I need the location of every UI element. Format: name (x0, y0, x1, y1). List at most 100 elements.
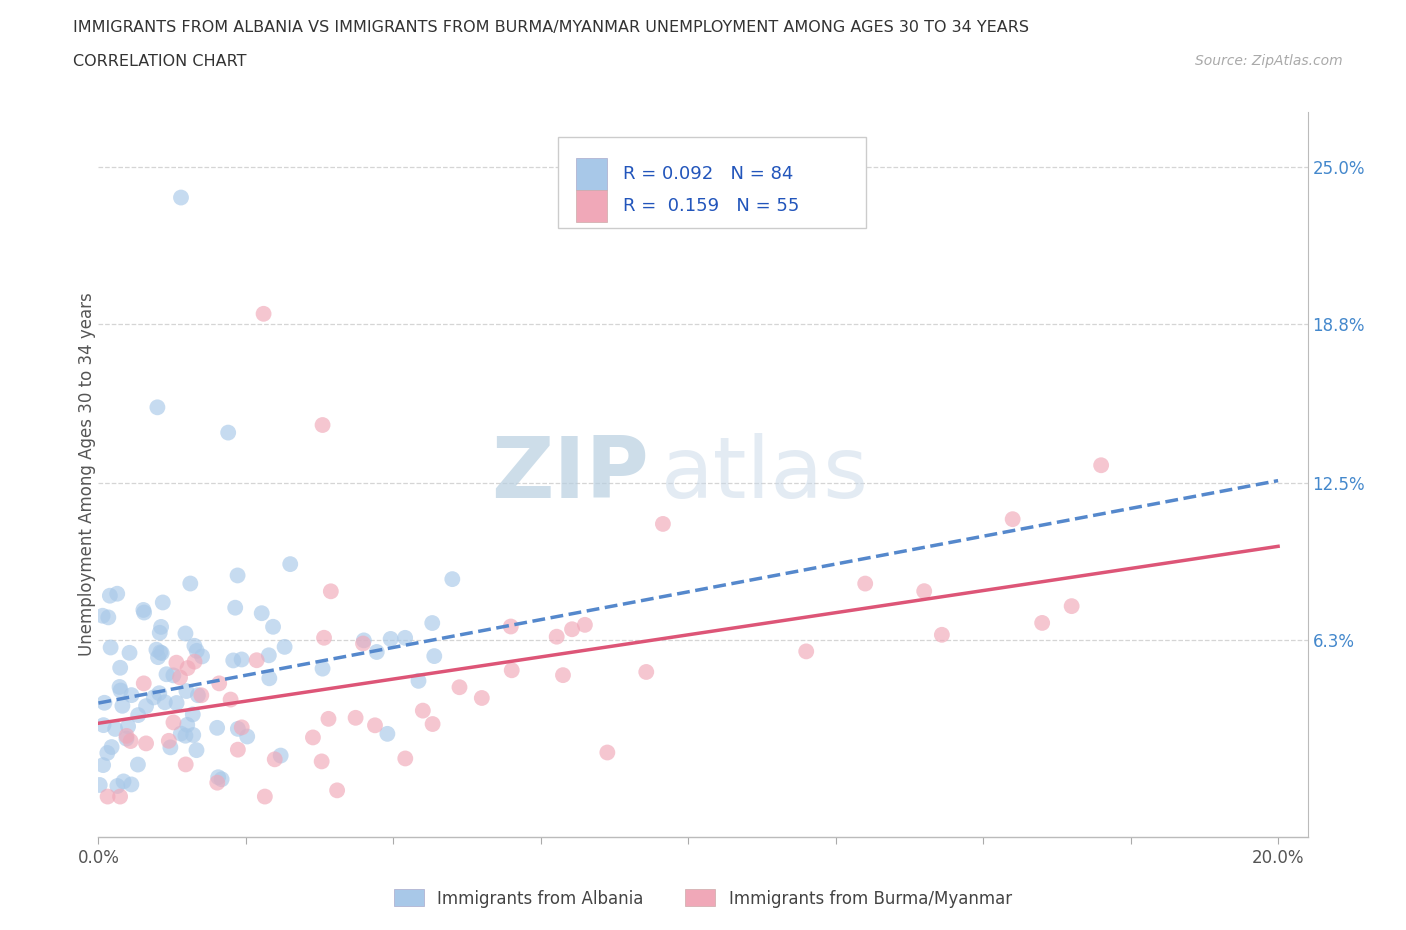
Point (120, 734, 142, 749)
Point (311, 418, 333, 432)
Point (326, 783, 349, 798)
FancyBboxPatch shape (558, 137, 866, 228)
Point (319, 584, 342, 599)
Legend: Immigrants from Albania, Immigrants from Burma/Myanmar: Immigrants from Albania, Immigrants from… (388, 883, 1018, 914)
Point (574, 618, 596, 632)
Point (186, 743, 208, 758)
Point (181, 727, 204, 742)
Point (441, 572, 464, 587)
Point (219, 692, 242, 707)
Point (1001, 512, 1024, 526)
Text: ZIP: ZIP (491, 432, 648, 516)
Point (162, 668, 184, 683)
Point (311, 661, 333, 676)
Point (100, 739, 122, 754)
Point (422, 717, 444, 732)
Point (132, 603, 155, 618)
Point (794, 644, 817, 658)
Point (155, 667, 177, 682)
Point (420, 616, 443, 631)
Point (150, 619, 173, 634)
Point (105, 586, 128, 601)
Point (96, 746, 118, 761)
Point (120, 777, 142, 791)
Point (118, 645, 141, 660)
Point (148, 685, 170, 700)
Point (318, 711, 340, 726)
Point (165, 656, 187, 671)
Point (412, 703, 434, 718)
Point (366, 644, 388, 659)
Point (551, 668, 574, 683)
Point (207, 776, 229, 790)
Point (250, 605, 273, 620)
Text: R =  0.159   N = 55: R = 0.159 N = 55 (623, 196, 800, 215)
Point (186, 644, 208, 658)
Point (278, 557, 301, 572)
Point (257, 648, 280, 663)
Point (183, 638, 205, 653)
Point (183, 654, 205, 669)
Point (302, 730, 325, 745)
Point (174, 757, 197, 772)
Point (224, 600, 246, 615)
Point (226, 742, 249, 757)
Point (1060, 599, 1083, 614)
Point (408, 673, 430, 688)
Point (100, 640, 122, 655)
Point (108, 660, 131, 675)
Point (1031, 616, 1053, 631)
Point (270, 748, 292, 763)
Point (190, 688, 212, 703)
Point (217, 425, 239, 440)
Point (344, 711, 367, 725)
Point (259, 671, 281, 685)
Point (176, 660, 198, 675)
Point (651, 516, 673, 531)
Point (89, 777, 111, 792)
Point (636, 665, 658, 680)
Point (352, 636, 374, 651)
Point (112, 774, 135, 789)
Point (226, 722, 249, 737)
Point (105, 778, 128, 793)
Point (377, 726, 399, 741)
Point (142, 690, 165, 705)
Point (179, 576, 201, 591)
Text: R = 0.092   N = 84: R = 0.092 N = 84 (623, 165, 793, 183)
Point (149, 644, 172, 659)
Point (394, 751, 416, 766)
Point (181, 707, 204, 722)
Point (207, 770, 229, 785)
Point (150, 645, 173, 660)
Point (273, 640, 295, 655)
Point (187, 688, 209, 703)
Point (191, 649, 214, 664)
Point (153, 695, 176, 710)
Point (236, 729, 259, 744)
Text: CORRELATION CHART: CORRELATION CHART (73, 54, 246, 69)
Point (104, 722, 127, 737)
Y-axis label: Unemployment Among Ages 30 to 34 years: Unemployment Among Ages 30 to 34 years (79, 292, 96, 657)
Point (135, 698, 157, 713)
Point (127, 757, 149, 772)
Point (246, 653, 269, 668)
Point (121, 687, 143, 702)
Point (262, 619, 284, 634)
Point (311, 754, 333, 769)
Text: atlas: atlas (661, 432, 869, 516)
Point (252, 306, 274, 321)
Point (115, 731, 138, 746)
Point (353, 633, 375, 648)
Point (263, 751, 285, 766)
Point (149, 625, 172, 640)
Point (501, 663, 523, 678)
Point (115, 728, 138, 743)
Point (561, 622, 583, 637)
Point (211, 772, 233, 787)
Point (931, 628, 953, 643)
Text: IMMIGRANTS FROM ALBANIA VS IMMIGRANTS FROM BURMA/MYANMAR UNEMPLOYMENT AMONG AGES: IMMIGRANTS FROM ALBANIA VS IMMIGRANTS FR… (73, 20, 1029, 35)
Point (135, 736, 157, 751)
Text: Source: ZipAtlas.com: Source: ZipAtlas.com (1195, 54, 1343, 68)
FancyBboxPatch shape (576, 190, 607, 221)
